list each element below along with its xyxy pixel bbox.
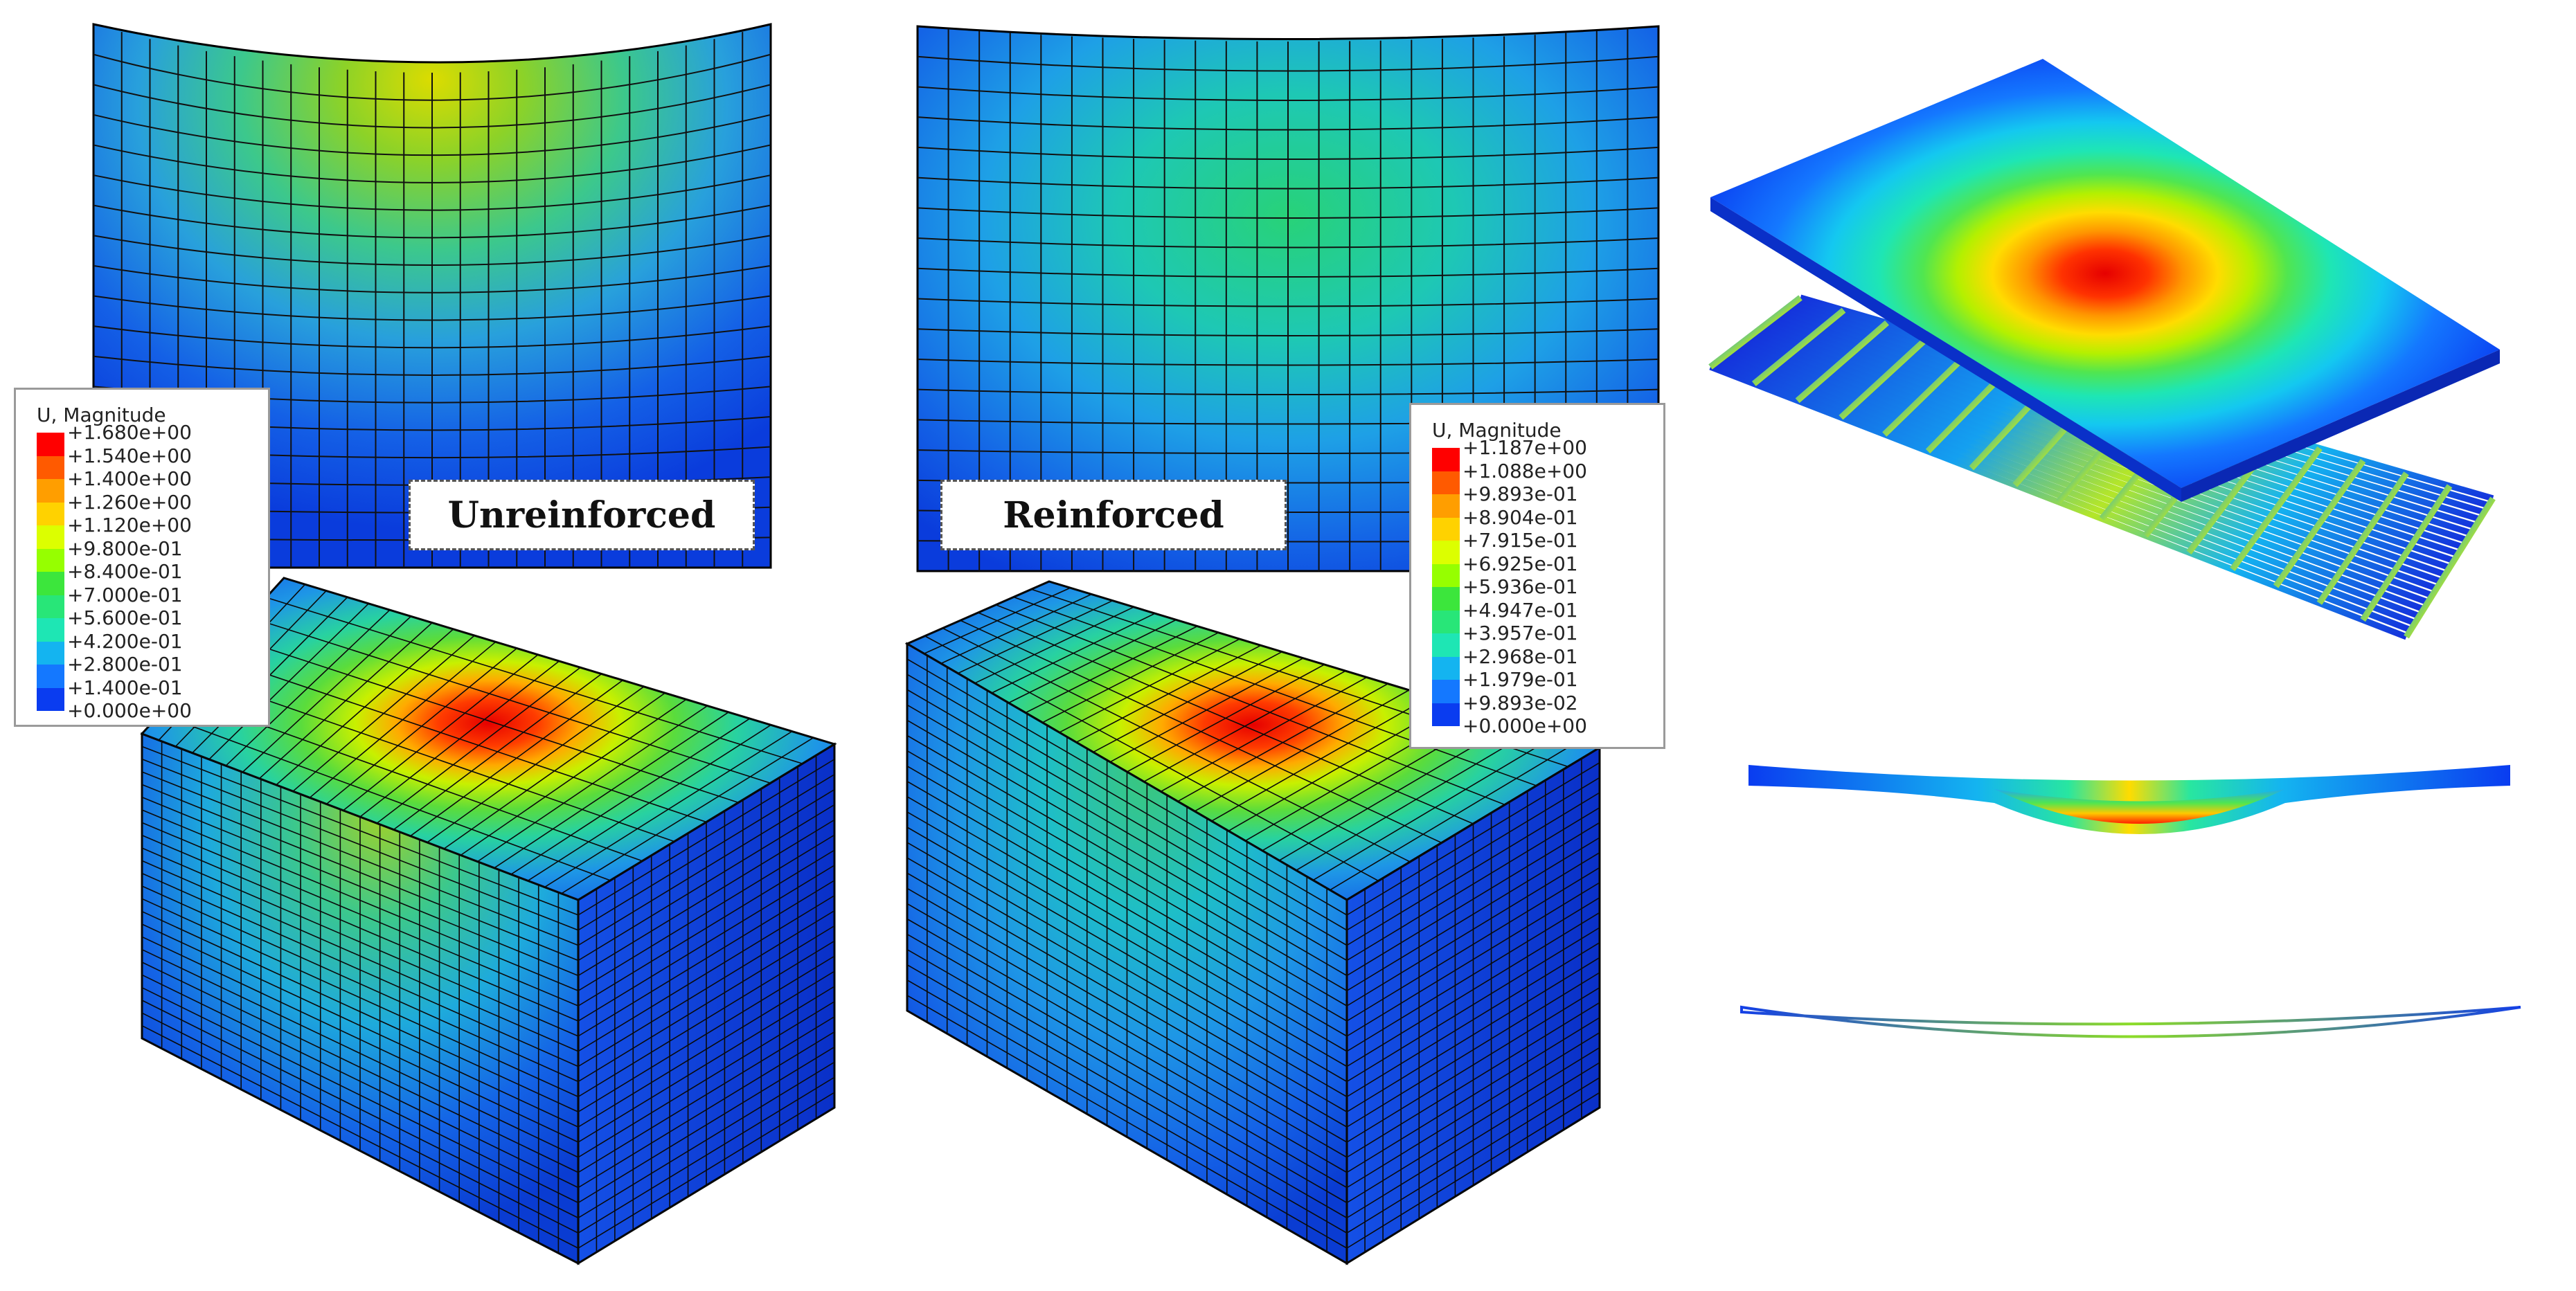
unreinforced-3d-model [140,577,837,1265]
legend-tick-label: +1.979e-01 [1463,668,1578,691]
legend-swatch [1432,471,1460,494]
legend-tick-label: +2.968e-01 [1463,644,1578,668]
legend-swatch [1432,680,1460,703]
legend-swatch [37,595,64,618]
legend-tick-label: +4.947e-01 [1463,598,1578,622]
legend-tick-label: +0.000e+00 [67,699,192,722]
legend-tick-label: +1.187e+00 [1463,436,1587,459]
legend-tick-label: +5.600e-01 [67,606,183,629]
legend-tick-label: +7.915e-01 [1463,529,1578,552]
legend-swatch [37,433,64,456]
legend-swatch [1432,610,1460,633]
legend-swatch [37,455,64,479]
slab-deflection-profile [1748,765,2510,834]
legend-tick-label: +9.800e-01 [67,536,183,560]
legend-swatch [1432,517,1460,541]
pavement-slab-3d [1708,59,2500,640]
legend-title: U, Magnitude [37,404,166,426]
legend-reinforced: U, Magnitude +1.187e+00 +1.088e+00 +9.893e… [1409,403,1665,749]
legend-tick-label: +1.088e+00 [1463,459,1587,482]
legend-tick-label: +1.120e+00 [67,514,192,536]
legend-swatch [1432,448,1460,471]
legend-tick-label: +6.925e-01 [1463,552,1578,575]
legend-swatch [1432,541,1460,564]
legend-tick-label: +1.400e+00 [67,467,192,490]
legend-swatch [1432,494,1460,518]
legend-swatch [1432,656,1460,680]
legend-swatch [1432,563,1460,587]
legend-tick-label: +1.540e+00 [67,444,192,467]
legend-tick-label: +0.000e+00 [1463,714,1587,737]
legend-swatch [37,502,64,525]
legend-tick-label: +7.000e-01 [67,583,183,606]
legend-tick-label: +1.680e+00 [67,421,192,444]
legend-swatch [1432,587,1460,611]
legend-tick-label: +9.893e-01 [1463,482,1578,505]
legend-unreinforced: U, Magnitude +1.680e+00 +1.540e+00 +1.400e… [14,388,270,727]
legend-swatch [1432,703,1460,726]
legend-swatch [37,618,64,642]
geogrid-deflection-profile [1740,1002,2521,1042]
legend-tick-label: +9.893e-02 [1463,691,1578,714]
legend-tick-label: +1.260e+00 [67,490,192,514]
legend-tick-label: +2.800e-01 [67,653,183,676]
unreinforced-label: Unreinforced [409,480,755,550]
legend-tick-label: +5.936e-01 [1463,575,1578,598]
legend-swatch [37,665,64,688]
legend-tick-label: +4.200e-01 [67,629,183,653]
legend-tick-label: +8.904e-01 [1463,505,1578,529]
legend-swatch [37,479,64,503]
reinforced-3d-model [904,580,1602,1265]
legend-tick-label: +8.400e-01 [67,560,183,583]
legend-swatch [1432,633,1460,657]
legend-swatch [37,641,64,665]
legend-tick-label: +3.957e-01 [1463,622,1578,644]
legend-swatch [37,572,64,595]
reinforced-label: Reinforced [940,480,1287,550]
legend-swatch [37,525,64,549]
legend-tick-label: +1.400e-01 [67,676,183,699]
legend-swatch [37,548,64,572]
legend-swatch [37,687,64,711]
legend-title: U, Magnitude [1432,419,1562,442]
